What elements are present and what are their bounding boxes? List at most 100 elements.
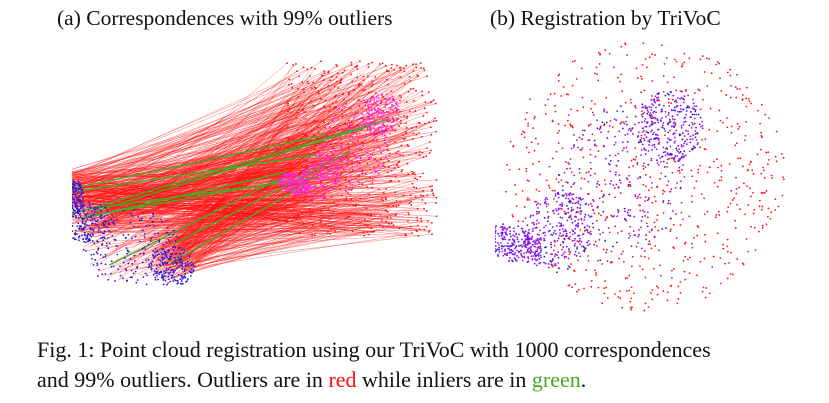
outlier-point: [688, 150, 691, 153]
target-point: [345, 190, 347, 193]
source-point: [174, 269, 176, 272]
source-point: [102, 239, 105, 242]
registered-point: [540, 238, 543, 241]
source-point: [72, 225, 74, 227]
source-point: [142, 276, 145, 278]
source-point: [81, 205, 84, 208]
registered-point: [603, 194, 605, 197]
outlier-line: [166, 216, 299, 252]
source-point: [96, 240, 98, 243]
registered-point: [674, 140, 676, 143]
outlier-point: [720, 179, 723, 182]
source-point: [159, 259, 162, 262]
outlier-point: [716, 232, 719, 235]
registered-point: [528, 237, 531, 240]
target-point: [341, 165, 344, 168]
registered-point: [536, 210, 538, 213]
target-point: [329, 136, 332, 139]
registered-point: [678, 148, 680, 151]
outlier-endpoint: [367, 66, 370, 68]
inlier-line: [75, 133, 328, 189]
registered-point: [671, 210, 674, 212]
outlier-point: [582, 156, 585, 159]
target-point: [294, 193, 296, 196]
registered-point: [666, 92, 669, 95]
target-point: [385, 98, 388, 101]
source-point: [152, 250, 155, 252]
caption-green-word: green: [531, 367, 581, 392]
source-point: [104, 255, 107, 258]
registered-point: [693, 122, 696, 125]
outlier-point: [529, 98, 532, 101]
outlier-line: [72, 75, 300, 175]
source-point: [138, 240, 141, 243]
source-point: [99, 231, 102, 233]
outlier-endpoint: [411, 232, 413, 234]
target-point: [283, 181, 285, 183]
outlier-endpoint: [410, 204, 413, 206]
registered-point: [677, 160, 680, 162]
registered-point: [660, 120, 662, 122]
outlier-point: [691, 246, 694, 249]
outlier-point: [670, 157, 673, 160]
outlier-point: [632, 158, 635, 161]
source-point: [153, 225, 156, 228]
registered-point: [572, 208, 575, 211]
outlier-endpoint: [415, 133, 418, 136]
target-point: [384, 128, 387, 131]
registered-point: [671, 98, 674, 101]
registered-point: [519, 244, 522, 247]
registered-point: [534, 250, 537, 253]
outlier-point: [644, 302, 647, 305]
outlier-endpoint: [358, 132, 361, 135]
registered-point: [581, 222, 584, 225]
registered-point: [513, 247, 516, 250]
registered-point: [562, 246, 565, 248]
outlier-point: [720, 282, 722, 285]
source-point: [158, 241, 161, 243]
target-point: [305, 178, 308, 181]
outlier-point: [564, 161, 567, 163]
outlier-point: [729, 74, 732, 77]
outlier-endpoint: [435, 119, 438, 122]
outlier-endpoint: [432, 192, 434, 195]
source-point: [156, 270, 158, 273]
registered-point: [610, 180, 612, 182]
registered-point: [662, 146, 665, 149]
outlier-endpoint: [385, 188, 388, 190]
registered-point: [522, 231, 525, 234]
outlier-point: [704, 296, 707, 299]
outlier-line: [173, 229, 345, 278]
source-point: [101, 273, 104, 276]
registered-point: [614, 225, 616, 228]
outlier-point: [583, 287, 585, 290]
outlier-line: [164, 66, 369, 281]
outlier-endpoint: [357, 124, 360, 127]
source-point: [131, 262, 134, 265]
registered-point: [498, 248, 500, 251]
target-point: [318, 152, 321, 154]
registered-point: [587, 180, 590, 183]
target-point: [368, 103, 371, 106]
source-point: [150, 263, 153, 266]
outlier-endpoint: [418, 131, 420, 134]
target-point: [345, 128, 348, 131]
registered-point: [680, 144, 683, 146]
registered-point: [566, 181, 569, 184]
outlier-point: [741, 165, 744, 168]
registered-point: [654, 117, 657, 120]
target-point: [315, 167, 318, 170]
source-point: [145, 283, 148, 286]
outlier-point: [764, 113, 767, 116]
outlier-point: [717, 210, 720, 213]
target-point: [328, 157, 331, 160]
registered-point: [528, 250, 531, 253]
source-point: [180, 258, 183, 261]
outlier-point: [736, 203, 738, 206]
registered-point: [623, 217, 626, 220]
outlier-point: [551, 157, 554, 160]
registered-point: [536, 237, 539, 240]
outlier-endpoint: [317, 90, 320, 93]
registered-point: [672, 122, 675, 125]
registered-point: [653, 146, 656, 149]
